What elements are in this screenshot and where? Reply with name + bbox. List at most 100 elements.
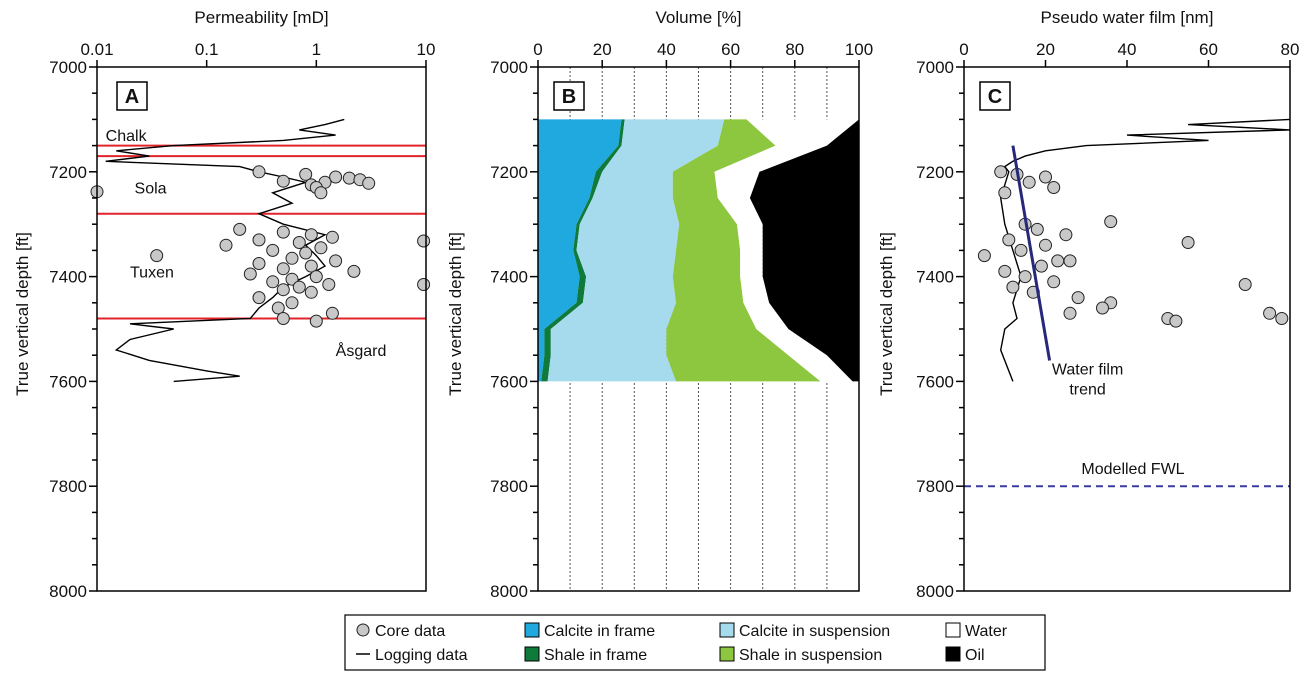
x-tick-label: 1 <box>312 40 321 59</box>
legend-label: Calcite in suspension <box>739 623 890 640</box>
core-data-point <box>998 264 1012 278</box>
panel-letter: A <box>125 86 139 108</box>
panel-letter-box <box>979 81 1011 111</box>
y-tick-label: 7400 <box>49 268 87 287</box>
y-tick-label: 7400 <box>916 268 954 287</box>
legend-label: Logging data <box>375 647 468 664</box>
core-data-point <box>362 176 376 190</box>
y-tick-label: 8000 <box>49 582 87 601</box>
legend-swatch <box>524 622 540 638</box>
x-tick-label: 10 <box>417 40 436 59</box>
core-data-point <box>252 165 266 179</box>
area-shale-in-frame <box>541 119 625 382</box>
core-data-point <box>276 225 290 239</box>
panel-letter-box <box>553 81 585 111</box>
y-tick-label: 8000 <box>916 582 954 601</box>
core-data-point <box>1051 254 1065 268</box>
legend-swatch <box>719 646 735 662</box>
core-data-point <box>292 236 306 249</box>
legend-label: Shale in suspension <box>739 647 882 664</box>
x-tick-label: 40 <box>657 40 676 59</box>
legend: Core data Calcite in frame Calcite in susp… <box>344 614 1046 671</box>
core-data-point <box>325 306 339 320</box>
core-data-point <box>998 186 1012 200</box>
core-data-point <box>219 238 233 252</box>
legend-item-water: Water <box>945 622 1008 640</box>
core-data-point <box>1071 291 1085 305</box>
core-data-point <box>1104 215 1118 229</box>
legend-item-shale-in-frame: Shale in frame <box>524 646 647 664</box>
core-data-point <box>314 241 328 255</box>
core-data-point <box>285 296 299 310</box>
core-data-point <box>304 228 318 242</box>
x-axis-title: Volume [%] <box>656 8 742 27</box>
core-data-point <box>1181 236 1195 249</box>
legend-label: Oil <box>965 647 985 664</box>
area-water <box>714 119 859 382</box>
core-data-point <box>342 171 356 185</box>
core-data-point <box>1006 280 1020 294</box>
core-data-point <box>1263 306 1277 320</box>
y-tick-label: 7800 <box>490 477 528 496</box>
water-film-trend-label: Water film trend <box>1052 361 1123 398</box>
logging-data-line <box>999 118 1290 382</box>
core-data-point <box>1018 270 1032 284</box>
core-data-point <box>1039 170 1052 184</box>
y-tick-label: 7000 <box>916 58 954 77</box>
legend-item-core-data: Core data <box>356 623 445 640</box>
core-data-point <box>329 254 343 268</box>
legend-swatch <box>945 646 961 662</box>
formation-label: Sola <box>135 181 167 198</box>
core-data-point <box>285 251 299 265</box>
x-tick-label: 80 <box>1281 40 1300 59</box>
core-data-point <box>276 312 290 325</box>
formation-label: Chalk <box>106 128 148 145</box>
panel-b: 0 20 40 60 80 100 7000 7200 7400 7600 7800 8000 Volu… <box>446 8 873 601</box>
x-tick-label: 80 <box>785 40 804 59</box>
core-data-point <box>1275 312 1289 325</box>
legend-swatch <box>719 622 735 638</box>
y-tick-label: 7600 <box>49 372 87 391</box>
y-tick-label: 7400 <box>490 268 528 287</box>
core-data-point <box>322 278 336 291</box>
core-data-point <box>1034 259 1048 273</box>
core-data-point <box>252 233 266 247</box>
legend-label: Calcite in frame <box>544 623 655 640</box>
core-data-point <box>299 246 313 260</box>
legend-item-calcite-in-frame: Calcite in frame <box>524 622 655 640</box>
core-data-point <box>243 267 257 281</box>
x-tick-label: 0 <box>533 40 542 59</box>
trend-label-line: Water film <box>1052 361 1123 378</box>
x-tick-label: 60 <box>721 40 740 59</box>
plot-area <box>97 118 426 383</box>
core-data-point <box>1169 314 1183 328</box>
x-axis-title: Permeability [mD] <box>194 8 328 27</box>
y-tick-label: 7600 <box>916 372 954 391</box>
x-tick-label: 40 <box>1118 40 1137 59</box>
core-data-point <box>276 174 290 188</box>
panel-letter: B <box>562 86 576 108</box>
x-tick-label: 20 <box>593 40 612 59</box>
y-tick-label: 7200 <box>490 163 528 182</box>
area-oil <box>749 119 859 382</box>
core-data-point <box>150 249 164 263</box>
y-tick-label: 7200 <box>916 163 954 182</box>
core-data-point <box>309 270 323 284</box>
core-data-point <box>1002 233 1016 247</box>
core-data-point <box>1022 175 1036 189</box>
formation-label: Åsgard <box>336 341 387 360</box>
core-data-point <box>1047 275 1061 289</box>
legend-swatch <box>356 623 370 637</box>
core-data-point <box>417 234 431 248</box>
legend-item-shale-in-suspension: Shale in suspension <box>719 646 882 664</box>
panel-a: Chalk Sola Tuxen Åsgard 0.01 0.1 1 10 7000 7200 74… <box>13 8 435 601</box>
core-data-point <box>1047 181 1061 194</box>
core-data-point <box>329 170 343 184</box>
core-data-point <box>1039 238 1052 252</box>
plot-area <box>538 67 859 591</box>
formation-label: Tuxen <box>130 264 174 281</box>
fwl-label: Modelled FWL <box>1081 461 1184 478</box>
core-data-point <box>266 243 280 257</box>
core-data-point <box>233 222 247 236</box>
